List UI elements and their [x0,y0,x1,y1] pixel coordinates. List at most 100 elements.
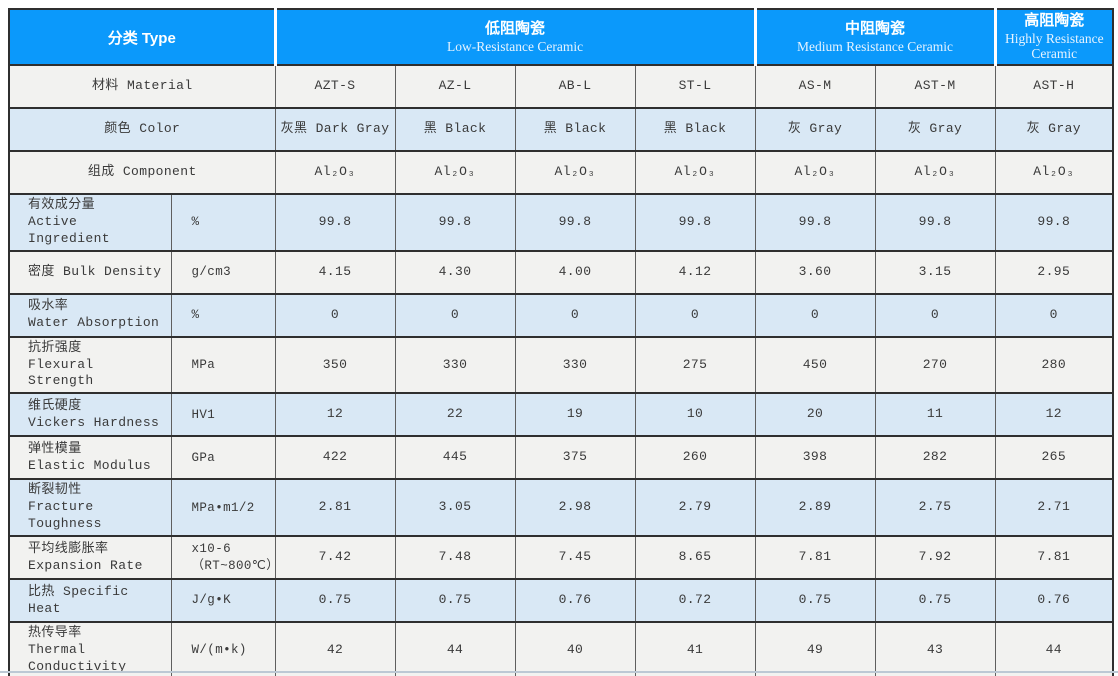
cell-value: 2.75 [874,478,996,538]
row-label: 平均线膨胀率 Expansion Rate [8,535,172,581]
group-title-zh: 中阻陶瓷 [845,19,906,37]
table-row: 有效成分量 Active Ingredient% 99.8 99.8 99.8 99.8… [8,193,1114,252]
cell-value: Al₂O₃ [394,150,516,195]
cell-value: 330 [514,335,636,395]
cell-value: 275 [634,335,756,395]
type-header-label: 分类 Type [107,29,176,47]
table-row: 吸水率 Water Absorption% 0 0 0 0 0 0 0 [8,292,1114,338]
table-row: 平均线膨胀率 Expansion Rate x10-6 （RT~800℃） 7.42… [8,535,1114,581]
cell-value: 270 [874,335,996,395]
cell-value: AS-M [754,64,876,109]
cell-value: 4.00 [514,249,636,295]
cell-value: 灰 Gray [874,107,996,152]
cell-value: 3.15 [874,249,996,295]
ceramic-spec-table: 分类 Type 低阻陶瓷 Low-Resistance Ceramic 中阻陶瓷… [7,8,1115,676]
cell-value: 2.79 [634,478,756,538]
cell-value: 7.48 [394,535,516,581]
cell-value: Al₂O₃ [514,150,636,195]
cell-value: 2.95 [994,249,1114,295]
group-title-zh: 低阻陶瓷 [485,19,546,37]
cell-value: 4.15 [274,249,396,295]
row-label: 颜色 Color [8,107,276,152]
header-row: 分类 Type 低阻陶瓷 Low-Resistance Ceramic 中阻陶瓷… [7,8,1115,66]
cell-value: 99.8 [394,193,516,252]
cell-value: 99.8 [274,193,396,252]
row-label: 维氏硬度 Vickers Hardness [8,392,172,438]
row-label: 抗折强度 Flexural Strength [8,335,172,395]
cell-value: 12 [994,392,1114,438]
cell-value: 49 [754,621,876,676]
cell-value: 398 [754,435,876,481]
table-row: 维氏硬度 Vickers Hardness HV1 12 22 19 10 20 11 12 [8,392,1114,438]
cell-value: 265 [994,435,1114,481]
row-unit: x10-6 （RT~800℃） [170,535,279,581]
cell-value: 0.75 [274,578,396,624]
cell-value: 445 [394,435,516,481]
group-title-en: Low-Resistance Ceramic [446,38,584,54]
table-row: 密度 Bulk Density g/cm3 4.15 4.30 4.00 4.12 3.60… [8,249,1114,295]
row-unit: g/cm3 [170,249,276,295]
header-cell-type: 分类 Type [7,8,277,66]
cell-value: AZ-L [394,64,516,109]
cell-value: 375 [514,435,636,481]
row-label: 材料 Material [8,64,276,109]
row-label: 断裂韧性 Fracture Toughness [8,478,172,538]
cell-value: ST-L [634,64,756,109]
cell-value: 0.75 [394,578,516,624]
cell-value: 0.76 [514,578,636,624]
group-title-en: Highly Resistance Ceramic [1004,30,1104,62]
row-label: 组成 Component [8,150,276,195]
cell-value: 0 [634,292,756,338]
cell-value: 11 [874,392,996,438]
cell-value: 450 [754,335,876,395]
cell-value: 0 [754,292,876,338]
cell-value: 282 [874,435,996,481]
group-title-zh: 高阻陶瓷 [1024,12,1085,30]
cell-value: 8.65 [634,535,756,581]
row-unit: % [170,193,276,252]
cell-value: 99.8 [514,193,636,252]
cell-value: 黑 Black [394,107,516,152]
cell-value: 2.89 [754,478,876,538]
row-label: 热传导率 Thermal Conductivity [8,621,172,676]
row-unit: W/(m•k) [170,621,276,676]
row-label: 比热 Specific Heat [8,578,172,624]
cell-value: 0 [394,292,516,338]
cell-value: 41 [634,621,756,676]
group-title-en: Medium Resistance Ceramic [797,38,954,54]
cell-value: 2.98 [514,478,636,538]
cell-value: 7.42 [274,535,396,581]
cell-value: Al₂O₃ [754,150,876,195]
cell-value: Al₂O₃ [274,150,396,195]
cell-value: 10 [634,392,756,438]
table-row: 组成 Component Al₂O₃ Al₂O₃ Al₂O₃ Al₂O₃ Al₂O₃ Al₂… [8,150,1114,195]
spec-table-body: 材料 Material AZT-S AZ-L AB-L ST-L AS-M AST-M AST… [8,64,1114,676]
cell-value: 0 [274,292,396,338]
cell-value: 4.30 [394,249,516,295]
cell-value: AZT-S [274,64,396,109]
cell-value: 0.72 [634,578,756,624]
table-row: 抗折强度 Flexural Strength MPa 350 330 330 275 450… [8,335,1114,395]
cell-value: 350 [274,335,396,395]
row-unit: MPa [170,335,276,395]
cell-value: 44 [394,621,516,676]
row-unit: J/g•K [170,578,276,624]
header-cell-medium-resistance: 中阻陶瓷 Medium Resistance Ceramic [753,8,997,66]
cell-value: 330 [394,335,516,395]
table-row: 材料 Material AZT-S AZ-L AB-L ST-L AS-M AST-M AST… [8,64,1114,109]
cell-value: Al₂O₃ [634,150,756,195]
cell-value: 0.75 [874,578,996,624]
cell-value: 42 [274,621,396,676]
cell-value: 7.45 [514,535,636,581]
cell-value: Al₂O₃ [874,150,996,195]
cell-value: 灰黑 Dark Gray [274,107,396,152]
cell-value: 20 [754,392,876,438]
cell-value: 99.8 [994,193,1114,252]
cell-value: 280 [994,335,1114,395]
cell-value: 2.81 [274,478,396,538]
cell-value: AB-L [514,64,636,109]
cell-value: 灰 Gray [754,107,876,152]
row-unit: GPa [170,435,276,481]
header-cell-high-resistance: 高阻陶瓷 Highly Resistance Ceramic [993,8,1115,66]
